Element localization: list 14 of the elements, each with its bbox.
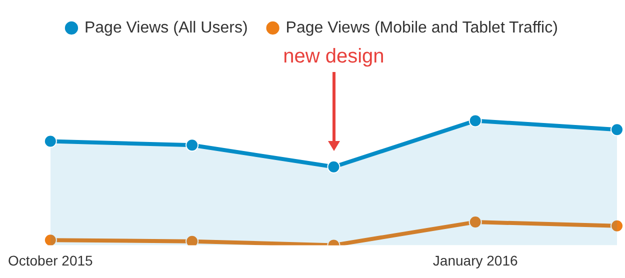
- point: [327, 160, 340, 174]
- point: [44, 134, 57, 148]
- x-tick-label: October 2015: [8, 252, 94, 268]
- point: [468, 216, 482, 229]
- point: [610, 219, 624, 232]
- text: new design: [283, 45, 384, 68]
- point: [610, 123, 624, 136]
- legend-label: Page Views (Mobile and Tablet Traffic): [286, 19, 558, 36]
- x-tick-label: January 2016: [432, 252, 518, 268]
- point: [186, 234, 199, 246]
- point: [468, 114, 482, 128]
- legend-label: Page Views (All Users): [84, 19, 248, 36]
- point: [44, 234, 57, 246]
- point: [186, 138, 199, 152]
